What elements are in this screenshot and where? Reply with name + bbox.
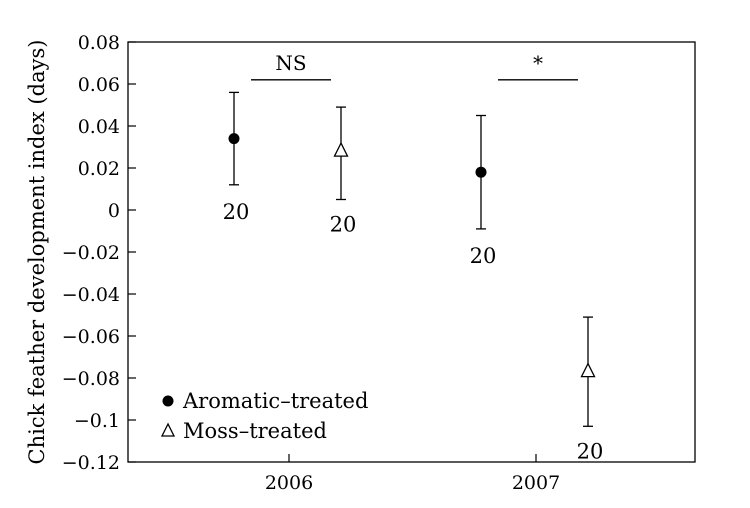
y-tick-label: −0.04 <box>62 284 120 306</box>
data-point <box>580 362 596 378</box>
y-tick-label: 0.06 <box>78 74 120 96</box>
x-tick-label: 2007 <box>512 472 560 494</box>
sample-size-label: 20 <box>577 439 604 463</box>
data-point <box>333 141 349 157</box>
y-axis-label: Chick feather development index (days) <box>25 40 49 465</box>
legend-label: Aromatic–treated <box>182 389 368 413</box>
legend: Aromatic–treated Moss–treated <box>160 389 368 443</box>
legend-marker-moss-treated <box>160 422 176 437</box>
y-tick-label: 0.02 <box>78 158 120 180</box>
data-point <box>475 166 487 178</box>
sample-size-label: 20 <box>470 244 497 268</box>
x-tick-label: 2006 <box>265 472 313 494</box>
y-tick-label: 0.08 <box>78 32 120 54</box>
y-tick-label: −0.12 <box>62 452 120 474</box>
y-tick-label: −0.06 <box>62 326 120 348</box>
legend-label: Moss–treated <box>183 419 327 443</box>
data-point <box>228 133 240 145</box>
y-tick-label: −0.1 <box>74 410 120 432</box>
y-tick-label: −0.08 <box>62 368 120 390</box>
x-axis: 2006 2007 <box>265 454 560 494</box>
y-tick-label: 0 <box>108 200 120 222</box>
y-tick-label: 0.04 <box>78 116 120 138</box>
legend-marker-aromatic-treated <box>162 395 174 407</box>
significance-label: * <box>533 51 543 75</box>
sample-size-label: 20 <box>330 213 357 237</box>
significance-annotations: NS * <box>251 51 578 81</box>
sample-size-label: 20 <box>223 200 250 224</box>
significance-label: NS <box>275 51 306 75</box>
y-axis: 0.08 0.06 0.04 0.02 0 −0.02 −0.04 −0.06 −0.08 −0.… <box>62 32 136 474</box>
y-tick-label: −0.02 <box>62 242 120 264</box>
